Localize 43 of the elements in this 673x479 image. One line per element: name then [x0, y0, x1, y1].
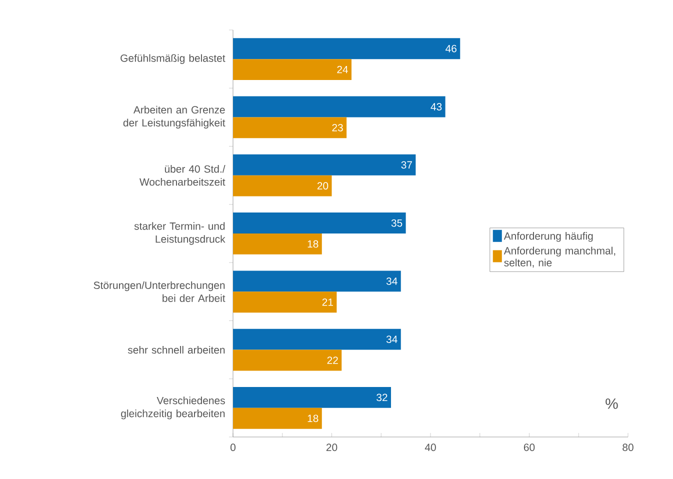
- x-tick-label: 60: [524, 444, 535, 452]
- y-tick-label: Störungen/Unterbrechungen bei der Arbeit: [94, 281, 226, 302]
- x-tick-label: 40: [424, 444, 436, 452]
- legend-label: Anforderung manchmal, selten, nie: [504, 246, 616, 268]
- y-tick-label: über 40 Std./ Wochenarbeitszeit: [140, 165, 226, 186]
- data-label: 24: [337, 66, 348, 74]
- bar: [233, 233, 322, 254]
- y-tick-label: Gefühlsmäßig belastet: [120, 54, 226, 64]
- data-label: 20: [317, 182, 328, 190]
- data-label: 32: [376, 394, 388, 402]
- data-label: 18: [308, 240, 318, 248]
- bar: [233, 386, 392, 408]
- bar: [233, 328, 401, 350]
- legend-label: Anforderung häufig: [504, 232, 593, 242]
- bar: [233, 175, 332, 196]
- data-label: 34: [386, 277, 398, 285]
- data-label: 23: [332, 124, 343, 132]
- bar: [233, 38, 460, 60]
- bar: [233, 96, 446, 118]
- x-tick-label: 20: [326, 444, 338, 452]
- data-label: 18: [308, 414, 318, 422]
- bar: [233, 270, 401, 292]
- data-label: 43: [430, 103, 442, 110]
- y-tick-label: starker Termin- und Leistungsdruck: [134, 222, 226, 245]
- bar: [233, 292, 337, 313]
- data-label: 37: [401, 161, 412, 169]
- y-tick-label: Arbeiten an Grenze der Leistungsfähigkeit: [123, 106, 226, 129]
- data-label: 34: [386, 336, 398, 344]
- data-label: 21: [322, 298, 333, 306]
- data-label: 46: [446, 44, 456, 52]
- x-tick-label: 0: [230, 444, 236, 452]
- data-label: 22: [327, 356, 338, 364]
- bar: [233, 117, 347, 138]
- x-axis-title: %: [606, 398, 618, 409]
- bar: [233, 350, 342, 371]
- bar: [233, 154, 416, 176]
- bar: [233, 408, 322, 429]
- data-label: 35: [391, 219, 402, 227]
- x-tick-label: 80: [622, 444, 634, 452]
- y-tick-label: sehr schnell arbeiten: [128, 346, 225, 354]
- bar: [233, 59, 352, 80]
- bar: [233, 212, 406, 234]
- y-tick-label: Verschiedenes gleichzeitig bearbeiten: [121, 396, 225, 420]
